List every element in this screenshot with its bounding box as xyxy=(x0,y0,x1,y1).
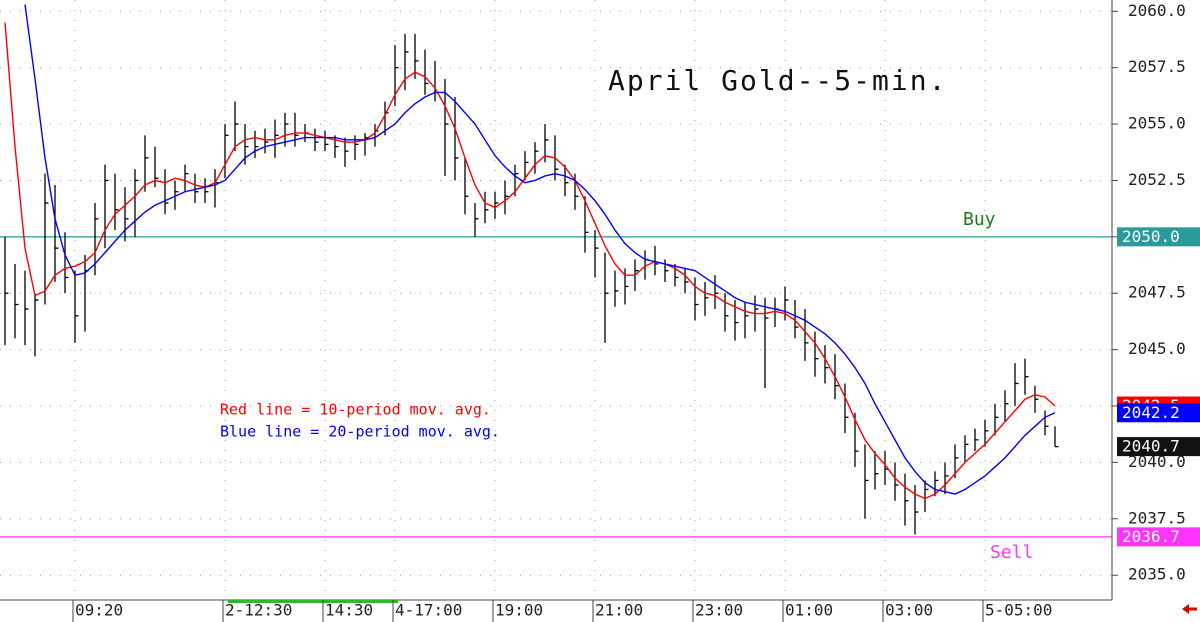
x-tick-label: 2-12:30 xyxy=(225,601,292,620)
plot-area xyxy=(0,4,1112,538)
level-label: Sell xyxy=(990,542,1033,563)
price-box xyxy=(1117,527,1200,547)
x-tick-label: 23:00 xyxy=(695,601,743,620)
y-tick-label: 2035.0 xyxy=(1128,565,1186,584)
y-tick-label: 2060.0 xyxy=(1128,1,1186,20)
y-tick-label: 2055.0 xyxy=(1128,114,1186,133)
x-tick-label: 4-17:00 xyxy=(395,601,462,620)
annotation: Blue line = 20-period mov. avg. xyxy=(220,423,500,441)
y-tick-label: 2045.0 xyxy=(1128,339,1186,358)
y-tick-label: 2047.5 xyxy=(1128,283,1186,302)
y-tick-label: 2037.5 xyxy=(1128,508,1186,527)
price-box-label: 2040.7 xyxy=(1122,437,1180,456)
annotation: Red line = 10-period mov. avg. xyxy=(220,401,491,419)
y-tick-label: 2057.5 xyxy=(1128,57,1186,76)
price-box-label: 2042.2 xyxy=(1122,403,1180,422)
price-box xyxy=(1117,227,1200,247)
scroll-arrow[interactable] xyxy=(1182,604,1197,614)
y-tick-label: 2040.0 xyxy=(1128,452,1186,471)
x-tick-label: 03:00 xyxy=(885,601,933,620)
moving-average-line xyxy=(24,4,1056,495)
axes: 2035.02037.52040.02042.52045.02047.52050… xyxy=(72,1,1200,622)
session-bar xyxy=(228,600,398,603)
moving-average-line xyxy=(4,22,1056,500)
x-tick-label: 01:00 xyxy=(785,601,833,620)
price-box-label: 2050.0 xyxy=(1122,227,1180,246)
price-box xyxy=(1117,403,1200,423)
x-tick-label: 19:00 xyxy=(495,601,543,620)
x-tick-label: 5-05:00 xyxy=(985,601,1052,620)
price-box-label: 2036.7 xyxy=(1122,527,1180,546)
x-tick-label: 14:30 xyxy=(325,601,373,620)
level-label: Buy xyxy=(963,209,996,230)
chart-title: April Gold--5-min. xyxy=(608,64,947,97)
x-tick-label: 09:20 xyxy=(75,601,123,620)
y-tick-label: 2052.5 xyxy=(1128,170,1186,189)
x-tick-label: 21:00 xyxy=(595,601,643,620)
price-box xyxy=(1117,437,1200,457)
